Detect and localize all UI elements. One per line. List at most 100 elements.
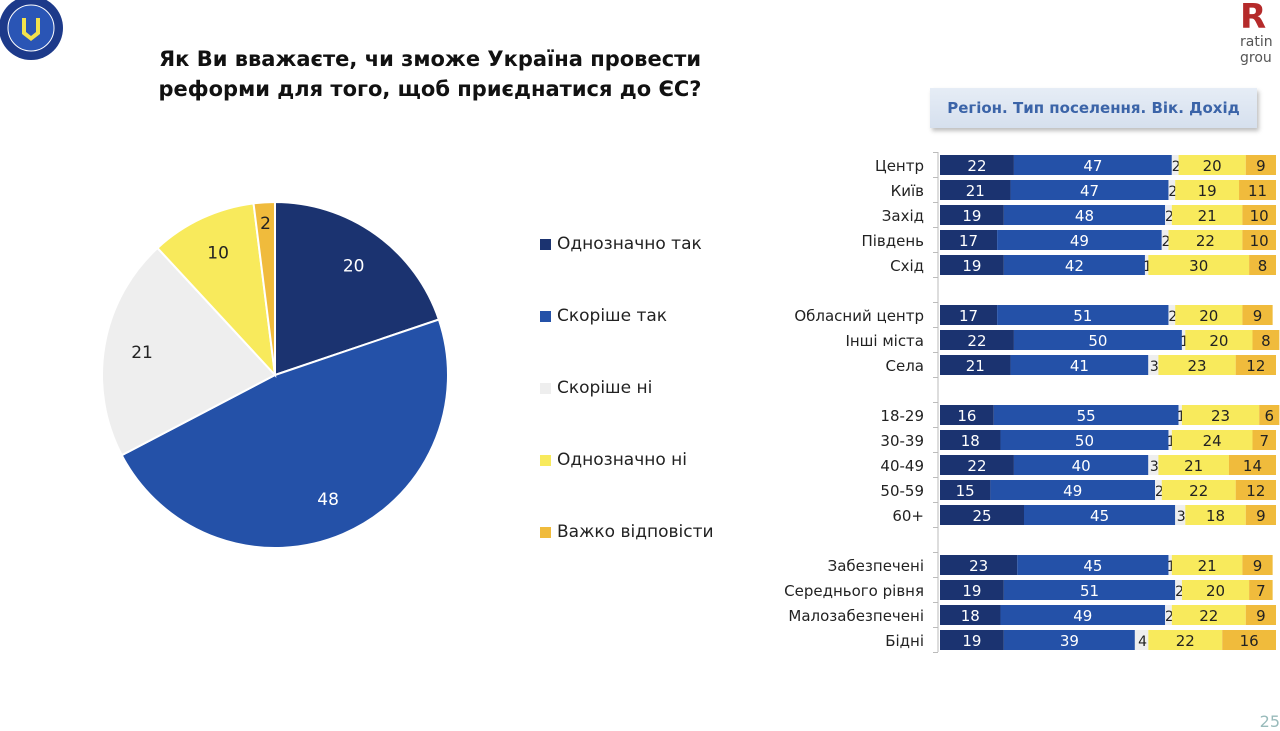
euam-logo	[0, 0, 66, 70]
page-title: Як Ви вважаєте, чи зможе Україна провест…	[158, 47, 702, 101]
bar-segment	[1245, 155, 1276, 175]
bar-segment	[940, 605, 1001, 625]
category-label: Київ	[891, 182, 924, 200]
bar-segment	[940, 555, 1018, 575]
bar-segment	[1134, 630, 1149, 650]
legend-item: Важко відповісти	[540, 520, 714, 592]
category-label: Захід	[882, 207, 924, 225]
bar-data-label: 39	[1060, 632, 1079, 650]
logo-text-1: ratin	[1240, 34, 1273, 50]
bar-data-label: 30	[1189, 257, 1208, 275]
bar-data-label: 22	[967, 332, 986, 350]
bar-segment	[1148, 355, 1159, 375]
bar-segment	[1178, 155, 1246, 175]
bar-segment	[1235, 355, 1276, 375]
pie-data-label: 48	[317, 490, 339, 510]
bar-data-label: 22	[967, 157, 986, 175]
bar-data-label: 49	[1070, 232, 1089, 250]
bar-data-label: 51	[1080, 582, 1099, 600]
legend-swatch	[540, 383, 551, 394]
legend-item: Скоріше ні	[540, 376, 714, 448]
legend-item: Скоріше так	[540, 304, 714, 376]
bar-segment	[1013, 330, 1182, 350]
category-label: 30-39	[880, 432, 924, 450]
legend-swatch	[540, 455, 551, 466]
bar-segment	[1242, 555, 1273, 575]
legend-swatch	[540, 311, 551, 322]
bar-data-label: 2	[1175, 584, 1184, 600]
bar-segment	[1185, 505, 1246, 525]
category-label: 50-59	[880, 482, 924, 500]
bar-segment	[1249, 255, 1276, 275]
bar-data-label: 9	[1253, 307, 1263, 325]
bar-segment	[1158, 355, 1236, 375]
bar-segment	[1259, 405, 1280, 425]
bar-data-label: 20	[1206, 582, 1225, 600]
bar-segment	[1239, 180, 1276, 200]
bar-data-label: 1	[1167, 434, 1176, 450]
bar-segment	[1148, 255, 1250, 275]
rating-group-logo: R ratin grou	[1240, 0, 1280, 66]
bar-data-label: 41	[1070, 357, 1089, 375]
bar-data-label: 12	[1246, 482, 1265, 500]
bar-segment	[940, 405, 994, 425]
bar-data-label: 8	[1258, 257, 1268, 275]
bar-data-label: 16	[1240, 632, 1259, 650]
pie-slice	[252, 200, 276, 376]
bar-data-label: 42	[1065, 257, 1084, 275]
bar-data-label: 9	[1256, 607, 1266, 625]
bar-segment	[1242, 230, 1276, 250]
bar-data-label: 23	[969, 557, 988, 575]
bar-segment	[997, 305, 1169, 325]
bar-data-label: 47	[1080, 182, 1099, 200]
bar-segment	[940, 305, 998, 325]
category-label: 40-49	[880, 457, 924, 475]
bar-segment	[1010, 180, 1169, 200]
bar-data-label: 12	[1246, 357, 1265, 375]
bar-data-label: 20	[1199, 307, 1218, 325]
pie-slice	[156, 202, 277, 378]
legend-item: Однозначно ні	[540, 448, 714, 520]
bar-segment	[1175, 180, 1240, 200]
bar-data-label: 48	[1075, 207, 1094, 225]
bar-data-label: 25	[972, 507, 991, 525]
bar-segment	[940, 180, 1011, 200]
bar-data-label: 19	[962, 632, 981, 650]
legend-label: Однозначно так	[557, 234, 702, 254]
bar-segment	[1171, 155, 1179, 175]
bar-segment	[1003, 205, 1166, 225]
bar-segment	[1024, 505, 1176, 525]
bar-segment	[1175, 305, 1243, 325]
bar-data-label: 3	[1150, 359, 1159, 375]
bar-data-label: 22	[1199, 607, 1218, 625]
bar-data-label: 21	[1198, 557, 1217, 575]
bar-segment	[1245, 605, 1276, 625]
bar-segment	[1013, 155, 1172, 175]
bar-segment	[1148, 455, 1159, 475]
bar-segment	[940, 455, 1014, 475]
bar-segment	[1181, 330, 1186, 350]
bar-segment	[1003, 630, 1135, 650]
bar-data-label: 7	[1259, 432, 1269, 450]
bar-data-label: 1	[1180, 334, 1189, 350]
category-label: Малозабезпечені	[788, 607, 924, 625]
pie-data-label: 10	[207, 244, 229, 264]
legend-label: Скоріше так	[557, 306, 668, 326]
pie-slice	[120, 318, 449, 549]
bar-data-label: 10	[1250, 232, 1269, 250]
pie-chart: 20 48 21 10 2	[101, 200, 449, 549]
bar-data-label: 9	[1253, 557, 1263, 575]
bar-segment	[940, 205, 1004, 225]
legend-label: Скоріше ні	[557, 378, 653, 398]
bar-segment	[1010, 355, 1149, 375]
bar-data-label: 50	[1088, 332, 1107, 350]
bar-segment	[1155, 480, 1162, 500]
bar-data-label: 2	[1155, 484, 1164, 500]
bar-segment	[1003, 580, 1176, 600]
category-label: Інші міста	[845, 332, 924, 350]
category-label: Бідні	[885, 632, 924, 650]
legend-label: Важко відповісти	[557, 522, 714, 542]
bar-data-label: 49	[1063, 482, 1082, 500]
bar-data-label: 40	[1072, 457, 1091, 475]
